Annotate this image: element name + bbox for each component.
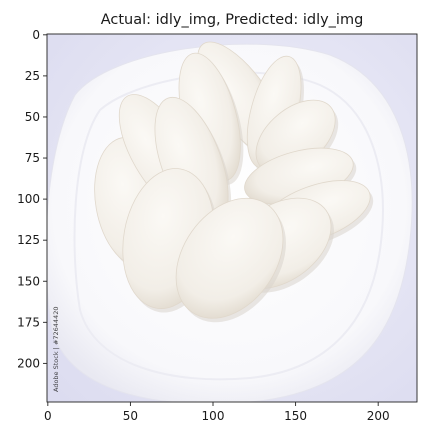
y-axis: 0 25 50 75 100 125 150 175 200 (17, 28, 47, 370)
idli-cake (175, 197, 284, 319)
x-tick-label: 50 (123, 409, 138, 423)
x-tick-label: 0 (44, 409, 52, 423)
x-axis: 0 50 100 150 200 (44, 402, 390, 423)
y-tick-label: 125 (17, 233, 40, 247)
y-tick-label: 150 (17, 274, 40, 288)
plot-image: Adobe Stock | #72644420 (47, 34, 417, 402)
plot-frame (46, 33, 418, 403)
y-tick-label: 75 (25, 151, 40, 165)
x-tick-label: 200 (367, 409, 390, 423)
y-tick-label: 0 (32, 28, 40, 42)
chart-title: Actual: idly_img, Predicted: idly_img (101, 12, 364, 28)
idli-stack (94, 41, 374, 323)
y-tick-label: 100 (17, 192, 40, 206)
watermark-text: Adobe Stock | #72644420 (52, 307, 60, 392)
x-tick-label: 100 (202, 409, 225, 423)
x-tick-label: 150 (284, 409, 307, 423)
y-tick-label: 50 (25, 110, 40, 124)
y-tick-label: 25 (25, 69, 40, 83)
watermark: Adobe Stock | #72644420 (52, 307, 60, 392)
y-tick-label: 200 (17, 356, 40, 370)
y-tick-label: 175 (17, 315, 40, 329)
